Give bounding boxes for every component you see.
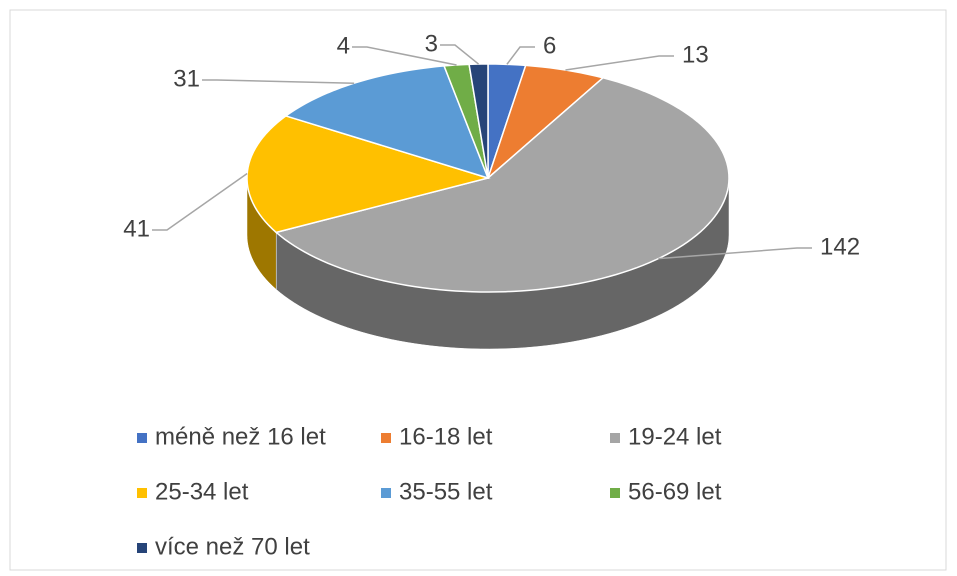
leader-line (658, 247, 812, 260)
legend-swatch (381, 433, 391, 443)
legend-swatch (381, 488, 391, 498)
pie-slice (468, 63, 489, 179)
data-label: 6 (543, 32, 556, 59)
legend: méně než 16 let 16-18 let 19-24 let 25-34 l… (137, 423, 722, 560)
legend-label: více než 70 let (155, 533, 310, 560)
legend-label: 19-24 let (628, 423, 722, 450)
pie-slice (246, 115, 491, 234)
legend-swatch (137, 543, 147, 553)
legend-label: méně než 16 let (155, 423, 326, 450)
data-label: 4 (337, 32, 350, 59)
data-labels: 6 13 142 41 31 4 3 (123, 30, 860, 260)
pie-slice (284, 65, 490, 180)
legend-swatch (137, 433, 147, 443)
data-label: 3 (425, 30, 438, 57)
pie-slice (274, 76, 730, 293)
legend-swatch (610, 433, 620, 443)
legend-swatch (137, 488, 147, 498)
legend-swatch (610, 488, 620, 498)
leader-line (352, 46, 457, 66)
legend-label: 25-34 let (155, 478, 249, 505)
leader-line (202, 79, 355, 84)
data-label: 142 (820, 233, 860, 260)
leader-line (506, 46, 535, 65)
legend-label: 35-55 let (399, 478, 493, 505)
legend-label: 56-69 let (628, 478, 722, 505)
leader-line (440, 44, 480, 65)
pie-tops (246, 63, 730, 293)
data-label: 31 (173, 65, 200, 92)
leader-line (565, 55, 674, 71)
data-label: 13 (682, 41, 709, 68)
data-label: 41 (123, 215, 150, 242)
leader-line (152, 172, 248, 231)
legend-label: 16-18 let (399, 423, 493, 450)
